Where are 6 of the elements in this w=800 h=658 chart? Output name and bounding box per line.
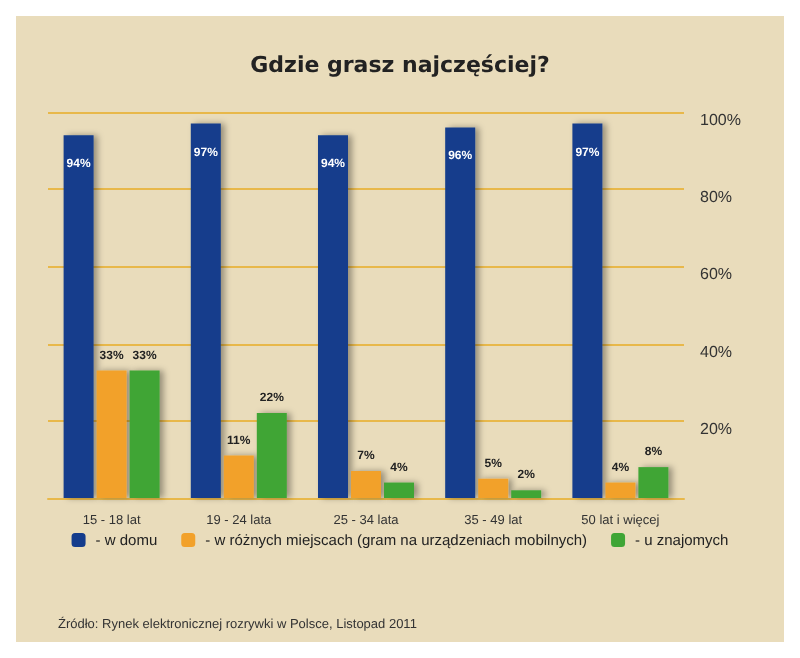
y-tick-label: 80% bbox=[700, 188, 733, 207]
y-tick-label: 60% bbox=[700, 265, 733, 284]
y-tick-label: 100% bbox=[700, 111, 741, 129]
chart-title: Gdzie grasz najczęściej? bbox=[250, 52, 550, 78]
y-tick-label: 40% bbox=[700, 342, 733, 361]
y-tick-label: 20% bbox=[700, 419, 733, 438]
